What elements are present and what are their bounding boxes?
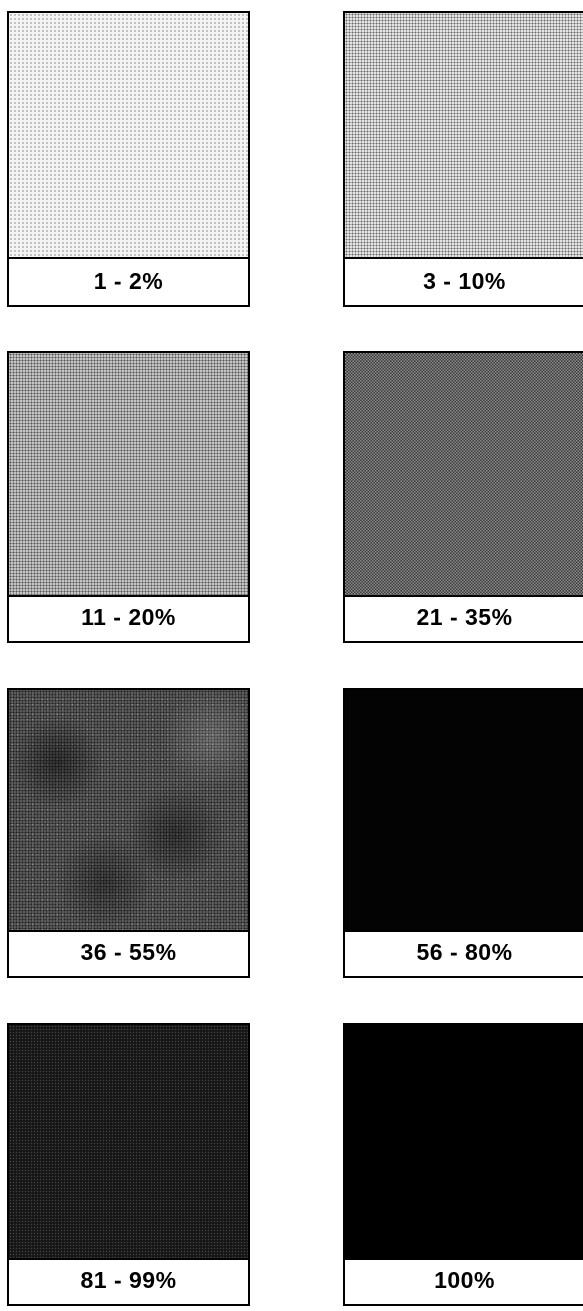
swatch-fill-21-35 — [345, 353, 583, 597]
swatch-fill-36-55 — [9, 690, 248, 932]
swatch-label: 56 - 80% — [416, 938, 513, 965]
swatch-label: 36 - 55% — [80, 938, 177, 965]
swatch-label: 100% — [434, 1266, 495, 1293]
swatch-card-1-2: 1 - 2% — [7, 11, 250, 307]
swatch-card-100: 100% — [343, 1023, 583, 1306]
swatch-label: 11 - 20% — [81, 603, 176, 630]
swatch-card-3-10: 3 - 10% — [343, 11, 583, 307]
swatch-fill-81-99 — [9, 1025, 248, 1260]
swatch-fill-1-2 — [9, 13, 248, 259]
swatch-card-36-55: 36 - 55% — [7, 688, 250, 978]
swatch-card-81-99: 81 - 99% — [7, 1023, 250, 1306]
swatch-fill-100 — [345, 1025, 583, 1260]
swatch-card-11-20: 11 - 20% — [7, 351, 250, 643]
swatch-fill-3-10 — [345, 13, 583, 259]
swatch-fill-11-20 — [9, 353, 248, 597]
swatch-card-56-80: 56 - 80% — [343, 688, 583, 978]
swatch-label: 3 - 10% — [423, 267, 506, 294]
swatch-label: 81 - 99% — [80, 1266, 177, 1293]
swatch-label: 21 - 35% — [416, 603, 513, 630]
swatch-label: 1 - 2% — [93, 267, 164, 294]
swatch-card-21-35: 21 - 35% — [343, 351, 583, 643]
swatch-fill-56-80 — [345, 690, 583, 932]
